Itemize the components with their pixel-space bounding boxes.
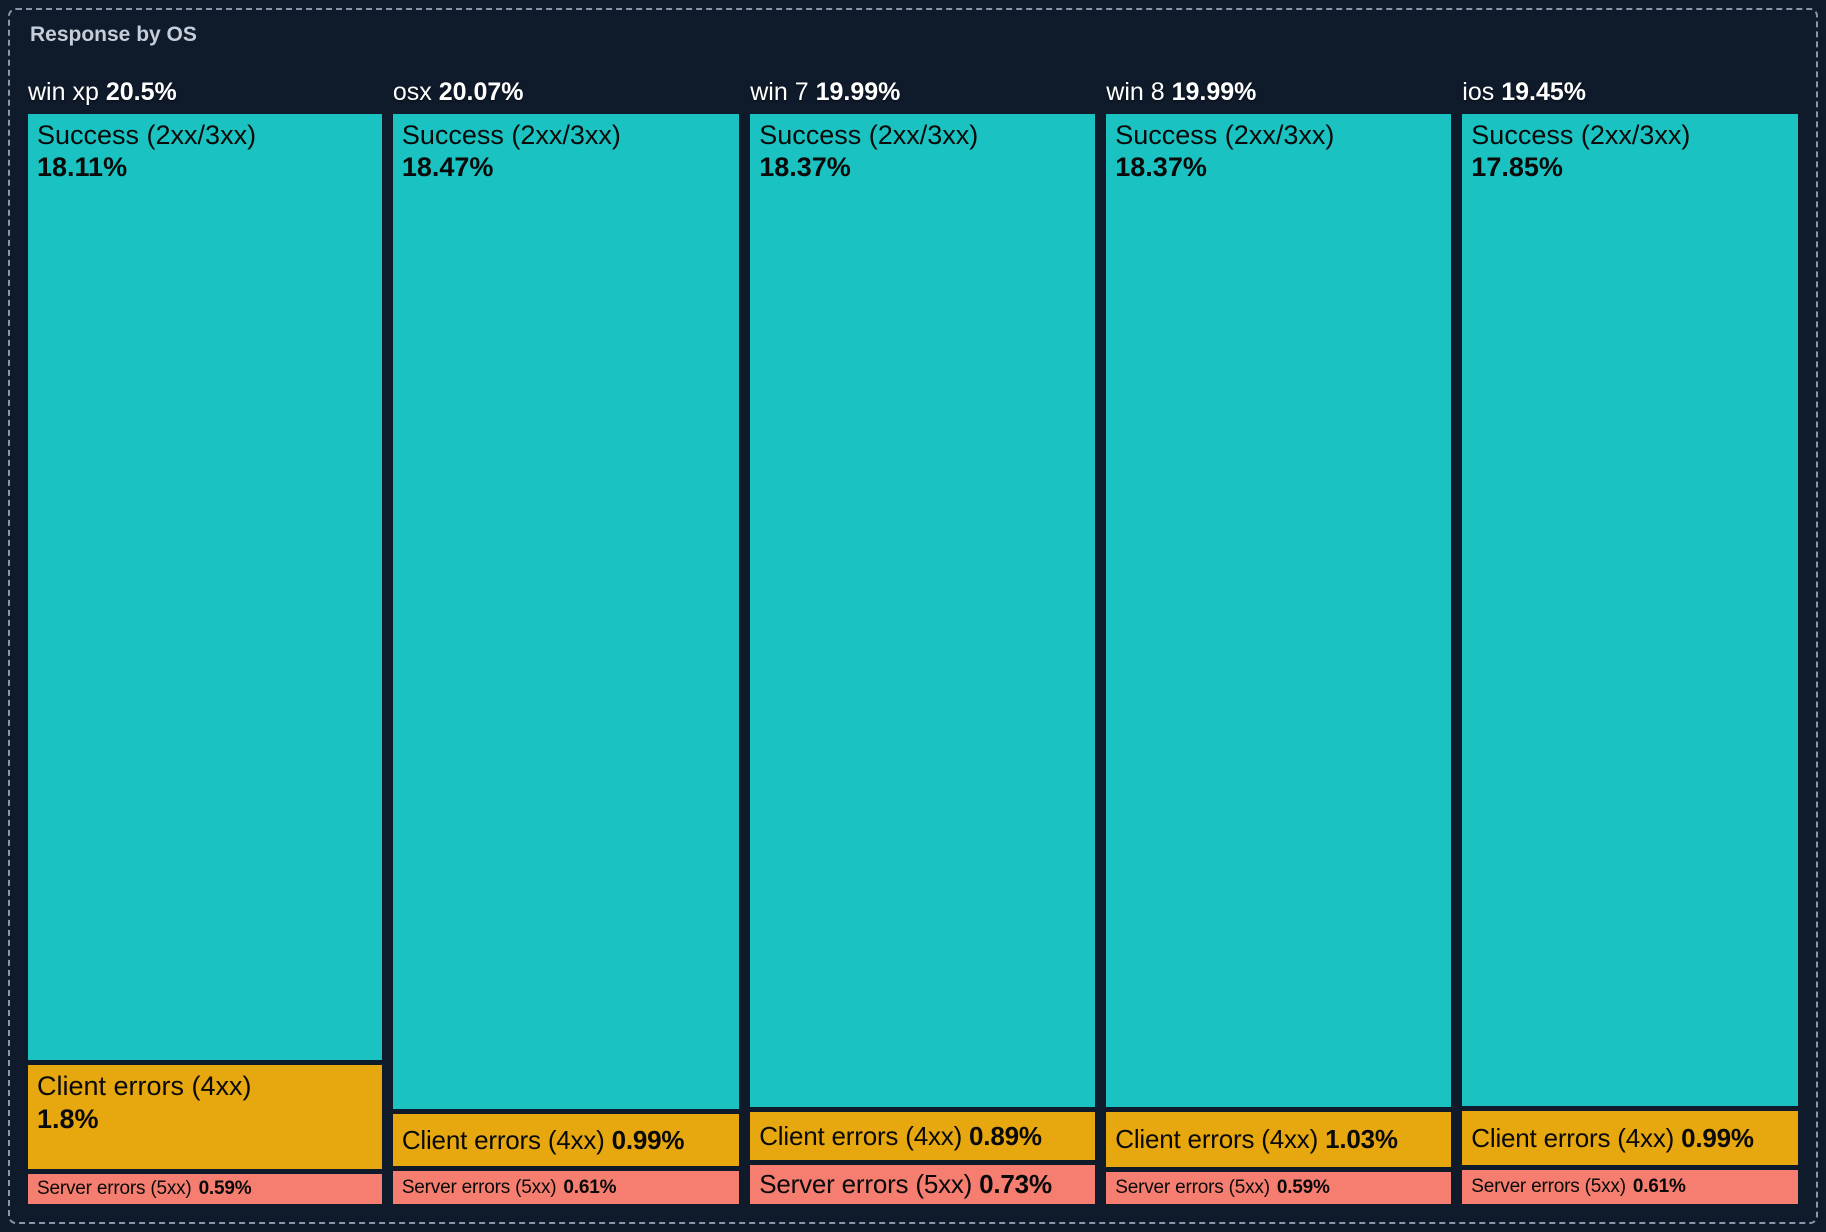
column-total-value: 19.45% xyxy=(1501,78,1587,106)
segment-value: 0.59% xyxy=(1276,1177,1330,1199)
segment-value: 0.61% xyxy=(563,1176,617,1198)
treemap-segment-success[interactable]: Success (2xx/3xx) 17.85% xyxy=(1462,114,1798,1106)
segment-value: 18.37% xyxy=(1115,152,1207,183)
column-header-osx[interactable]: osx 20.07% xyxy=(393,78,739,106)
segment-value: 0.89% xyxy=(969,1120,1042,1151)
panel: Response by OS win xp 20.5% Success (2xx/… xyxy=(8,8,1818,1224)
segment-value: 18.11% xyxy=(37,152,128,183)
segment-label: Client errors (4xx) xyxy=(401,1124,605,1155)
column-header-ios[interactable]: ios 19.45% xyxy=(1462,78,1798,106)
column-blocks: Success (2xx/3xx) 18.47% Client errors (4x… xyxy=(392,114,740,1204)
segment-value: 17.85% xyxy=(1471,152,1563,183)
column-os-label: win 8 xyxy=(1106,78,1165,106)
segment-value: 0.99% xyxy=(1681,1122,1754,1153)
treemap-segment-client_errors[interactable]: Client errors (4xx) 1.03% xyxy=(1106,1112,1452,1168)
column-blocks: Success (2xx/3xx) 17.85% Client errors (4x… xyxy=(1462,114,1798,1205)
treemap-segment-server_errors[interactable]: Server errors (5xx) 0.59% xyxy=(1106,1172,1452,1204)
treemap-segment-success[interactable]: Success (2xx/3xx) 18.11% xyxy=(28,114,382,1061)
treemap-segment-success[interactable]: Success (2xx/3xx) 18.37% xyxy=(750,114,1096,1108)
treemap-column-win-xp: win xp 20.5% Success (2xx/3xx) 18.11% Clien… xyxy=(28,78,382,1204)
treemap-segment-server_errors[interactable]: Server errors (5xx) 0.73% xyxy=(750,1164,1096,1204)
segment-value: 0.59% xyxy=(198,1177,252,1199)
segment-value: 1.03% xyxy=(1325,1124,1398,1155)
treemap-column-osx: osx 20.07% Success (2xx/3xx) 18.47% Client … xyxy=(392,78,740,1204)
segment-label: Client errors (4xx) xyxy=(37,1071,252,1102)
segment-label: Server errors (5xx) xyxy=(1115,1177,1270,1199)
segment-value: 0.99% xyxy=(611,1124,685,1155)
segment-label: Success (2xx/3xx) xyxy=(1471,120,1691,150)
segment-label: Success (2xx/3xx) xyxy=(37,120,257,150)
segment-label: Success (2xx/3xx) xyxy=(1115,120,1335,150)
treemap-chart: win xp 20.5% Success (2xx/3xx) 18.11% Clien… xyxy=(28,78,1798,1205)
segment-label: Success (2xx/3xx) xyxy=(759,120,979,150)
column-blocks: Success (2xx/3xx) 18.37% Client errors (4x… xyxy=(1106,114,1452,1204)
segment-value: 1.8% xyxy=(37,1103,99,1134)
segment-label: Client errors (4xx) xyxy=(1115,1124,1319,1155)
segment-value: 0.73% xyxy=(979,1168,1052,1199)
column-header-win-7[interactable]: win 7 19.99% xyxy=(750,78,1095,106)
segment-label: Server errors (5xx) xyxy=(759,1168,973,1199)
treemap-segment-client_errors[interactable]: Client errors (4xx) 0.99% xyxy=(392,1113,740,1167)
segment-label: Success (2xx/3xx) xyxy=(401,120,621,150)
column-header-win-8[interactable]: win 8 19.99% xyxy=(1106,78,1451,106)
column-blocks: Success (2xx/3xx) 18.11% Client errors (4x… xyxy=(28,114,382,1204)
treemap-segment-server_errors[interactable]: Server errors (5xx) 0.59% xyxy=(28,1173,382,1204)
segment-label: Client errors (4xx) xyxy=(759,1120,963,1151)
treemap-segment-client_errors[interactable]: Client errors (4xx) 0.89% xyxy=(750,1112,1096,1160)
segment-label: Server errors (5xx) xyxy=(1471,1176,1626,1198)
segment-value: 18.37% xyxy=(759,152,851,183)
segment-label: Server errors (5xx) xyxy=(37,1177,192,1199)
column-os-label: win xp xyxy=(28,78,99,106)
column-total-value: 20.07% xyxy=(438,78,524,106)
column-total-value: 20.5% xyxy=(105,78,177,106)
panel-title[interactable]: Response by OS xyxy=(30,23,197,46)
treemap-column-win-8: win 8 19.99% Success (2xx/3xx) 18.37% Clien… xyxy=(1106,78,1452,1204)
column-os-label: ios xyxy=(1462,78,1495,106)
treemap-segment-server_errors[interactable]: Server errors (5xx) 0.61% xyxy=(1462,1170,1798,1205)
treemap-column-ios: ios 19.45% Success (2xx/3xx) 17.85% Client … xyxy=(1462,78,1798,1205)
column-header-win-xp[interactable]: win xp 20.5% xyxy=(28,78,382,106)
treemap-segment-success[interactable]: Success (2xx/3xx) 18.37% xyxy=(1106,114,1452,1108)
treemap-segment-server_errors[interactable]: Server errors (5xx) 0.61% xyxy=(392,1171,740,1204)
treemap-column-win-7: win 7 19.99% Success (2xx/3xx) 18.37% Clien… xyxy=(750,78,1096,1204)
treemap-segment-client_errors[interactable]: Client errors (4xx) 0.99% xyxy=(1462,1110,1798,1166)
segment-value: 0.61% xyxy=(1632,1176,1686,1198)
column-total-value: 19.99% xyxy=(815,78,901,106)
segment-value: 18.47% xyxy=(401,152,494,183)
column-total-value: 19.99% xyxy=(1171,78,1257,106)
treemap-segment-success[interactable]: Success (2xx/3xx) 18.47% xyxy=(392,114,740,1109)
segment-label: Server errors (5xx) xyxy=(401,1176,557,1198)
column-os-label: win 7 xyxy=(750,78,809,106)
column-blocks: Success (2xx/3xx) 18.37% Client errors (4x… xyxy=(750,114,1096,1204)
column-os-label: osx xyxy=(392,78,432,106)
treemap-segment-client_errors[interactable]: Client errors (4xx) 1.8% xyxy=(28,1065,382,1169)
segment-label: Client errors (4xx) xyxy=(1471,1122,1675,1153)
